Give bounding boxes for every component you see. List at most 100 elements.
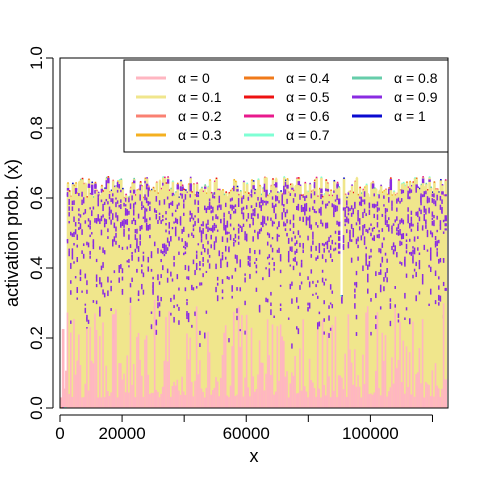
data-mark — [226, 395, 230, 408]
data-mark — [363, 384, 367, 408]
data-mark — [321, 269, 325, 273]
data-mark — [407, 187, 410, 408]
data-mark — [352, 384, 356, 408]
data-mark — [168, 190, 171, 408]
data-mark — [103, 201, 107, 205]
data-mark — [201, 186, 203, 189]
data-mark — [99, 310, 102, 317]
data-mark — [357, 212, 360, 217]
data-mark — [360, 192, 363, 194]
data-mark — [208, 352, 212, 408]
data-mark — [391, 200, 394, 207]
data-mark — [66, 183, 70, 408]
data-mark — [224, 224, 228, 231]
data-mark — [379, 284, 383, 291]
data-mark — [282, 340, 286, 408]
data-mark — [344, 214, 347, 218]
data-mark — [425, 220, 428, 225]
data-mark — [236, 189, 239, 192]
data-mark — [124, 204, 128, 207]
data-mark — [170, 187, 173, 190]
data-mark — [281, 192, 284, 195]
data-mark — [208, 180, 212, 408]
data-mark — [295, 178, 299, 408]
data-mark — [176, 304, 179, 307]
data-mark — [212, 226, 215, 233]
data-mark — [134, 219, 137, 226]
data-mark — [155, 321, 158, 326]
data-mark — [328, 333, 331, 338]
data-mark — [300, 281, 304, 285]
data-mark — [434, 300, 438, 305]
data-mark — [336, 181, 339, 184]
data-mark — [296, 205, 299, 211]
data-mark — [276, 236, 280, 240]
data-mark — [365, 228, 368, 232]
data-mark — [136, 336, 139, 408]
data-mark — [423, 186, 426, 188]
data-mark — [399, 261, 402, 264]
data-mark — [438, 191, 441, 193]
data-mark — [278, 380, 281, 408]
data-mark — [355, 177, 359, 408]
data-mark — [436, 385, 439, 408]
data-mark — [365, 183, 368, 186]
data-mark — [76, 256, 79, 263]
data-mark — [258, 185, 262, 408]
data-mark — [331, 258, 334, 262]
data-mark — [436, 215, 439, 220]
data-mark — [70, 195, 73, 197]
data-mark — [260, 205, 263, 212]
data-mark — [165, 182, 168, 184]
data-mark — [289, 228, 292, 231]
data-mark — [186, 191, 189, 193]
data-mark — [295, 393, 299, 408]
data-mark — [254, 229, 257, 233]
data-mark — [367, 277, 370, 283]
data-mark — [232, 179, 236, 408]
data-mark — [372, 180, 374, 183]
data-mark — [325, 278, 328, 281]
data-mark — [239, 190, 243, 408]
data-mark — [228, 191, 231, 194]
data-mark — [316, 325, 320, 330]
data-mark — [336, 194, 339, 201]
data-mark — [179, 193, 183, 196]
data-mark — [115, 197, 118, 200]
data-mark — [308, 220, 312, 226]
data-mark — [360, 397, 364, 408]
data-mark — [84, 209, 87, 214]
data-mark — [420, 200, 423, 206]
data-mark — [321, 200, 325, 205]
data-mark — [185, 189, 187, 191]
data-mark — [71, 233, 75, 237]
data-mark — [234, 254, 238, 259]
data-mark — [158, 216, 162, 221]
data-mark — [391, 195, 394, 408]
data-mark — [186, 276, 189, 280]
data-mark — [354, 203, 357, 209]
data-mark — [187, 276, 191, 281]
data-mark — [439, 224, 443, 230]
data-mark — [205, 310, 209, 314]
data-mark — [200, 223, 204, 227]
data-mark — [218, 198, 221, 204]
data-mark — [286, 178, 289, 180]
data-mark — [275, 213, 278, 220]
data-mark — [194, 311, 197, 317]
data-mark — [399, 219, 402, 225]
data-mark — [323, 300, 326, 305]
data-mark — [337, 243, 341, 249]
data-mark — [300, 390, 304, 408]
data-mark — [160, 259, 163, 263]
data-mark — [428, 179, 431, 182]
data-mark — [374, 189, 378, 408]
data-mark — [226, 231, 230, 235]
data-mark — [420, 197, 423, 203]
data-mark — [318, 321, 322, 327]
data-mark — [207, 331, 210, 408]
data-mark — [275, 203, 278, 207]
data-mark — [212, 206, 215, 213]
data-mark — [314, 179, 316, 182]
data-mark — [179, 394, 183, 408]
